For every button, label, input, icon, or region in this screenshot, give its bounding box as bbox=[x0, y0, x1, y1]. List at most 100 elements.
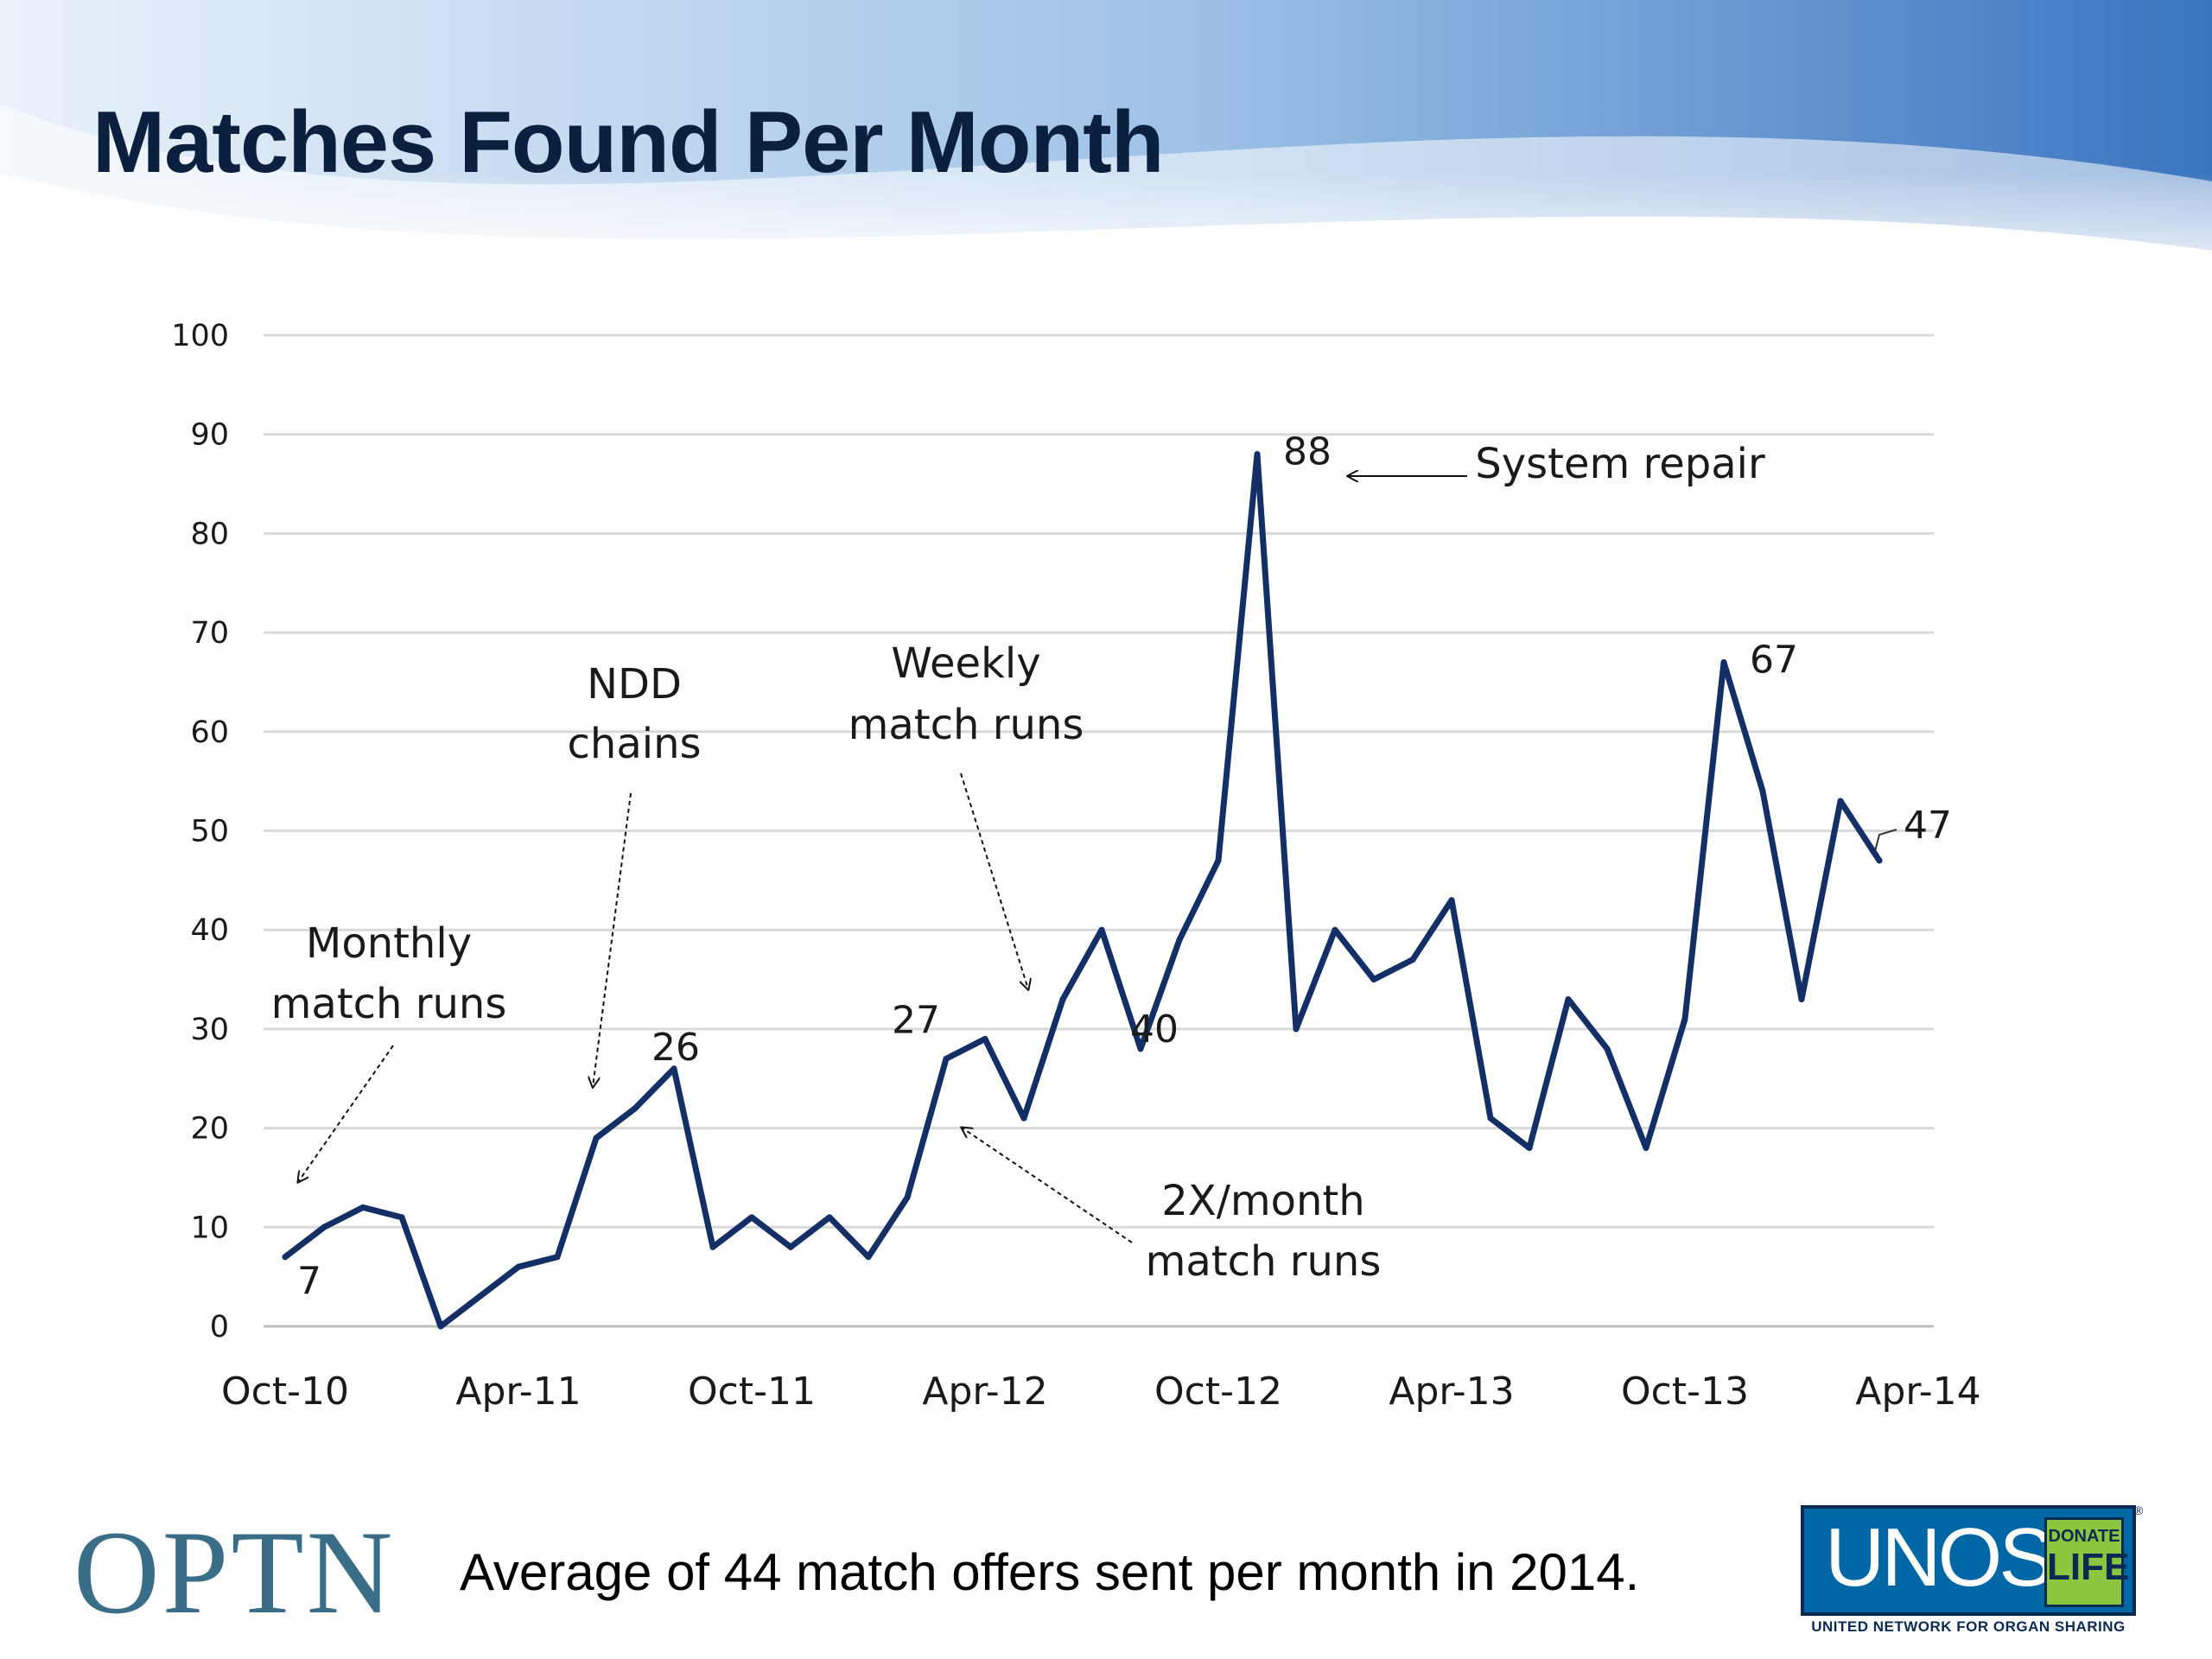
data-point-Jan-14 bbox=[1798, 995, 1805, 1002]
data-point-Oct-13 bbox=[1681, 1015, 1688, 1022]
data-point-Jun-12 bbox=[1059, 995, 1066, 1002]
y-tick-label-80: 80 bbox=[190, 517, 229, 551]
annotation-text: System repair bbox=[1475, 440, 1765, 488]
donate-life-top: DONATE bbox=[2048, 1527, 2120, 1546]
y-tick-label-60: 60 bbox=[190, 715, 229, 750]
data-point-Jul-13 bbox=[1565, 995, 1572, 1002]
data-point-May-11 bbox=[554, 1254, 561, 1261]
y-tick-label-90: 90 bbox=[190, 418, 229, 453]
data-point-Jun-11 bbox=[593, 1135, 600, 1141]
footer-caption: Average of 44 match offers sent per mont… bbox=[460, 1543, 1640, 1601]
x-axis-tick-labels: Oct-10 Apr-11 Oct-11 Apr-12 Oct-12 Apr-13 Oct-… bbox=[221, 1370, 1981, 1414]
data-point-Nov-12 bbox=[1254, 451, 1261, 458]
y-tick-label-0: 0 bbox=[210, 1310, 229, 1344]
data-point-Feb-13 bbox=[1370, 976, 1377, 983]
data-point-Feb-11 bbox=[437, 1323, 444, 1330]
series-line-path bbox=[282, 451, 1883, 1330]
series-line bbox=[282, 451, 1883, 1330]
data-point-Nov-13 bbox=[1720, 659, 1727, 666]
data-point-Mar-11 bbox=[476, 1294, 483, 1300]
data-point-Aug-11 bbox=[671, 1065, 677, 1072]
data-point-Apr-12 bbox=[982, 1035, 988, 1042]
annotation-text: match runs bbox=[849, 701, 1084, 749]
data-point-Jan-13 bbox=[1332, 926, 1338, 933]
annotation-text: match runs bbox=[1146, 1237, 1382, 1286]
registered-mark: ® bbox=[2134, 1503, 2144, 1517]
data-point-Oct-12 bbox=[1215, 857, 1222, 864]
donate-life-bottom: LIFE bbox=[2047, 1546, 2130, 1588]
x-tick-label-Apr-11: Apr-11 bbox=[455, 1370, 581, 1414]
annotation-arrow bbox=[962, 1128, 1133, 1243]
annotation-arrow bbox=[960, 772, 1028, 989]
annotation-3: Weekly match runs bbox=[849, 639, 1084, 989]
data-point-Jan-12 bbox=[865, 1254, 872, 1261]
y-tick-label-70: 70 bbox=[190, 616, 229, 651]
y-tick-label-40: 40 bbox=[190, 913, 229, 948]
data-point-Sep-12 bbox=[1176, 937, 1183, 944]
annotations: Monthly match runs NDD chains Weekly match ru… bbox=[271, 440, 1765, 1286]
annotation-text: chains bbox=[568, 720, 702, 768]
data-labels: 7 26 27 40 88 67 47 bbox=[297, 430, 1952, 1304]
data-point-Jun-13 bbox=[1526, 1145, 1533, 1152]
data-point-Apr-13 bbox=[1448, 897, 1455, 904]
y-tick-label-30: 30 bbox=[190, 1013, 229, 1047]
unos-subline: UNITED NETWORK FOR ORGAN SHARING bbox=[1811, 1618, 2126, 1635]
data-point-Aug-12 bbox=[1137, 1046, 1144, 1052]
header-banner bbox=[0, 0, 2212, 294]
data-label-Nov-13: 67 bbox=[1750, 639, 1798, 683]
data-point-Mar-14 bbox=[1876, 857, 1883, 864]
data-label-Mar-14: 47 bbox=[1904, 804, 1952, 848]
matches-line-chart: 0 10 20 30 40 50 60 70 80 90 100 Oct-10 Apr-11 Oct-1… bbox=[171, 319, 1981, 1414]
data-label-Aug-12: 40 bbox=[1130, 1007, 1179, 1052]
data-point-Oct-11 bbox=[748, 1214, 755, 1221]
data-label-Oct-10: 7 bbox=[297, 1260, 321, 1304]
data-point-Dec-10 bbox=[359, 1204, 366, 1211]
data-point-Jul-11 bbox=[632, 1105, 639, 1112]
data-point-Dec-13 bbox=[1759, 788, 1766, 795]
y-tick-label-50: 50 bbox=[190, 815, 229, 849]
data-point-Feb-12 bbox=[904, 1194, 911, 1201]
annotation-5: System repair bbox=[1348, 440, 1765, 488]
data-point-Jul-12 bbox=[1098, 926, 1105, 933]
data-point-Sep-13 bbox=[1643, 1145, 1649, 1152]
data-label-Nov-12: 88 bbox=[1283, 430, 1332, 474]
annotation-text: 2X/month bbox=[1161, 1177, 1364, 1225]
data-label-connector bbox=[1874, 829, 1897, 852]
unos-logo: UNOS DONATE LIFE bbox=[1801, 1505, 2136, 1616]
data-point-Dec-12 bbox=[1293, 1026, 1300, 1033]
data-point-Aug-13 bbox=[1604, 1046, 1611, 1052]
x-tick-label-Apr-12: Apr-12 bbox=[922, 1370, 1047, 1414]
slide-title: Matches Found Per Month bbox=[92, 94, 1164, 191]
data-label-Aug-11: 26 bbox=[652, 1026, 700, 1070]
annotation-1: Monthly match runs bbox=[271, 919, 507, 1182]
data-point-Sep-11 bbox=[709, 1243, 716, 1250]
x-tick-label-Oct-10: Oct-10 bbox=[221, 1370, 349, 1414]
y-axis-tick-labels: 0 10 20 30 40 50 60 70 80 90 100 bbox=[171, 319, 229, 1344]
y-tick-label-100: 100 bbox=[171, 319, 229, 353]
data-point-Nov-10 bbox=[321, 1224, 327, 1230]
annotation-text: Weekly bbox=[891, 639, 1040, 688]
x-tick-label-Oct-13: Oct-13 bbox=[1621, 1370, 1749, 1414]
data-point-Jan-11 bbox=[398, 1214, 405, 1221]
donate-life-logo: DONATE LIFE bbox=[2044, 1517, 2130, 1607]
data-point-Mar-13 bbox=[1409, 957, 1416, 963]
data-point-Oct-10 bbox=[282, 1254, 289, 1261]
data-point-May-12 bbox=[1020, 1115, 1027, 1122]
data-point-Apr-11 bbox=[515, 1263, 522, 1270]
x-tick-label-Apr-14: Apr-14 bbox=[1855, 1370, 1980, 1414]
annotation-text: NDD bbox=[587, 660, 682, 709]
annotation-2: NDD chains bbox=[568, 660, 702, 1087]
data-point-Feb-14 bbox=[1837, 798, 1844, 804]
annotation-arrow bbox=[593, 792, 632, 1087]
annotation-arrow bbox=[298, 1045, 394, 1182]
y-tick-label-20: 20 bbox=[190, 1112, 229, 1147]
x-tick-label-Oct-11: Oct-11 bbox=[688, 1370, 816, 1414]
grid-lines bbox=[264, 334, 1934, 1328]
data-point-May-13 bbox=[1487, 1115, 1494, 1122]
optn-logo: OPTN bbox=[73, 1506, 396, 1638]
data-point-Nov-11 bbox=[787, 1243, 794, 1250]
annotation-text: Monthly bbox=[306, 919, 472, 968]
y-tick-label-10: 10 bbox=[190, 1211, 229, 1245]
data-point-Mar-12 bbox=[943, 1055, 950, 1062]
annotation-text: match runs bbox=[271, 980, 507, 1028]
